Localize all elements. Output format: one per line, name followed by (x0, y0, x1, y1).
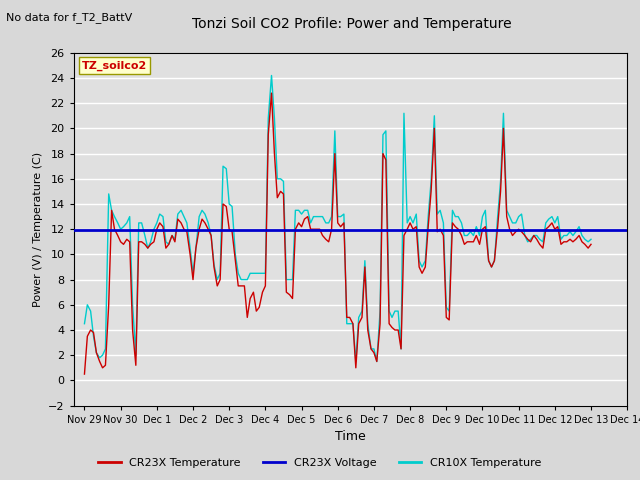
Y-axis label: Power (V) / Temperature (C): Power (V) / Temperature (C) (33, 152, 42, 307)
X-axis label: Time: Time (335, 430, 366, 443)
Text: Tonzi Soil CO2 Profile: Power and Temperature: Tonzi Soil CO2 Profile: Power and Temper… (192, 17, 512, 31)
Text: No data for f_T2_BattV: No data for f_T2_BattV (6, 12, 132, 23)
Text: TZ_soilco2: TZ_soilco2 (82, 60, 147, 71)
Legend: CR23X Temperature, CR23X Voltage, CR10X Temperature: CR23X Temperature, CR23X Voltage, CR10X … (94, 453, 546, 472)
